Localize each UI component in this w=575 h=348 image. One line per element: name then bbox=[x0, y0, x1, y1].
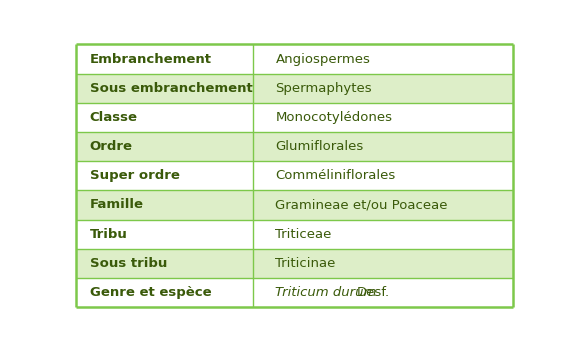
Bar bbox=[76, 190, 253, 220]
Bar bbox=[76, 74, 253, 103]
Text: Classe: Classe bbox=[90, 111, 137, 124]
Text: Famille: Famille bbox=[90, 198, 144, 212]
Bar bbox=[76, 45, 253, 74]
Text: Sous tribu: Sous tribu bbox=[90, 257, 167, 270]
Bar bbox=[253, 74, 513, 103]
Text: Triticeae: Triticeae bbox=[275, 228, 332, 240]
Text: Tribu: Tribu bbox=[90, 228, 128, 240]
Text: Gramineae et/ou Poaceae: Gramineae et/ou Poaceae bbox=[275, 198, 448, 212]
Bar bbox=[253, 190, 513, 220]
Bar bbox=[76, 161, 253, 190]
Bar bbox=[76, 278, 253, 307]
Bar bbox=[76, 249, 253, 278]
Text: Spermaphytes: Spermaphytes bbox=[275, 82, 372, 95]
Bar bbox=[253, 220, 513, 249]
Text: Glumiflorales: Glumiflorales bbox=[275, 140, 364, 153]
Bar bbox=[253, 103, 513, 132]
Text: Genre et espèce: Genre et espèce bbox=[90, 286, 212, 299]
Bar bbox=[253, 45, 513, 74]
Text: Super ordre: Super ordre bbox=[90, 169, 179, 182]
Bar bbox=[253, 249, 513, 278]
Text: Triticinae: Triticinae bbox=[275, 257, 336, 270]
Bar bbox=[253, 161, 513, 190]
Text: Monocotylédones: Monocotylédones bbox=[275, 111, 393, 124]
Text: Comméliniflorales: Comméliniflorales bbox=[275, 169, 396, 182]
Bar bbox=[76, 132, 253, 161]
Text: Embranchement: Embranchement bbox=[90, 53, 212, 65]
Text: Angiospermes: Angiospermes bbox=[275, 53, 370, 65]
Text: Sous embranchement: Sous embranchement bbox=[90, 82, 252, 95]
Text: Ordre: Ordre bbox=[90, 140, 133, 153]
Text: Desf.: Desf. bbox=[356, 286, 389, 299]
Bar bbox=[76, 220, 253, 249]
Bar bbox=[76, 103, 253, 132]
Bar bbox=[253, 278, 513, 307]
Bar bbox=[253, 132, 513, 161]
Text: Triticum durum: Triticum durum bbox=[275, 286, 377, 299]
